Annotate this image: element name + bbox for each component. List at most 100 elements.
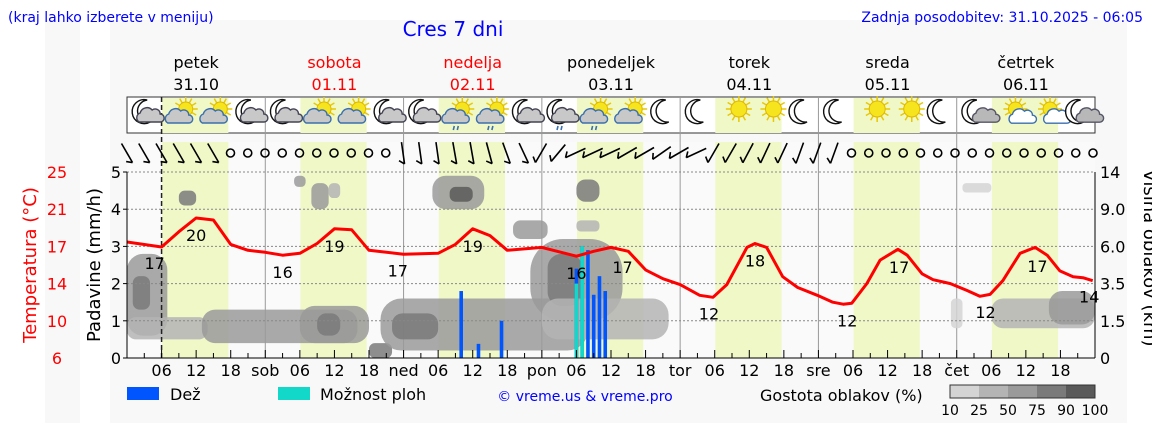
x-tick-label: sre [806,361,830,380]
sun-ray [589,102,595,107]
rain-bar [459,291,463,358]
rain-drop [491,125,494,131]
wind-barb-feather [757,156,762,164]
temp-data-label: 17 [388,262,408,281]
wind-barb-icon [809,142,822,164]
moon-cloud-icon [373,98,407,125]
location-hint[interactable]: (kraj lahko izberete v meniju) [8,10,214,26]
cloud-shape [136,107,165,123]
temp-data-label: 12 [975,303,995,322]
sun-ray [502,102,508,107]
wind-barb-staff [469,142,475,164]
temp-data-label: 16 [272,263,292,282]
cloud-height-tick: 14 [1100,163,1120,182]
wind-barb-feather [143,160,150,164]
rain-drop [560,125,563,131]
cloud-shape [475,108,505,124]
wind-barb-icon [582,147,604,159]
wind-calm-icon [294,148,305,158]
day-date: 05.11 [865,75,911,94]
sun-ray [467,102,474,107]
wind-barb-staff [452,142,458,164]
day-date: 01.11 [312,75,358,94]
wind-barb-feather [450,160,458,165]
wind-barb-feather [126,160,133,164]
sun-disc [868,100,886,118]
sun-ray [880,115,885,121]
wind-barb-staff [829,142,839,164]
sun-ray [745,101,751,106]
sun-cloud-icon [614,97,648,124]
sun-icon [864,96,891,122]
sun-cloud-icon [164,97,198,124]
wind-calm-icon [260,148,270,158]
sun-ray [1039,111,1045,116]
rain-bar [591,294,596,358]
moon-icon [926,98,946,125]
cloud-patch [547,253,583,306]
x-tick-label: 06 [428,361,448,380]
wind-barb-feather [826,157,832,164]
credit-link[interactable]: © vreme.us & vreme.pro [497,389,672,405]
cloud-patch [576,220,600,232]
moon-shape [822,98,842,125]
temp-data-label: 20 [186,226,206,245]
wind-barb-icon [774,142,788,164]
density-level-label: 50 [999,403,1017,419]
sun-smallcloud-icon [1038,97,1072,124]
x-tick-label: 06 [843,361,863,380]
wind-barb-icon [616,146,638,160]
wind-barb-icon [549,144,566,162]
moon-shape [961,98,981,125]
cloud-shape [971,107,1001,123]
cloud-shape [516,107,546,123]
wind-barb-icon [120,143,134,164]
cloud-shape [412,107,442,123]
x-tick-label: 06 [566,361,586,380]
temp-tick: 25 [47,163,67,182]
wind-barb-feather [739,156,744,164]
cloud-height-tick: 6.0 [1100,237,1125,256]
wind-barb-feather [503,160,511,165]
wind-barb-feather [177,160,185,164]
sun-disc [730,100,748,118]
cloud-height-tick: 3.5 [1100,275,1125,294]
sun-ray [451,102,457,107]
wind-barb-feather [651,152,654,160]
cloud-patch [311,183,329,210]
wind-barb-staff [634,146,655,160]
cloud-patch [294,175,306,187]
x-tick-label: ned [389,361,419,380]
wind-barb-icon [398,141,406,165]
sun-smallcloud-icon [1003,97,1038,124]
density-swatch [1037,385,1066,398]
wind-barb-icon [791,142,805,164]
x-tick-label: 18 [774,361,794,380]
cloud-shape [441,108,470,124]
sun-ray [640,111,646,116]
day-date: 03.11 [588,75,634,94]
sun-ray [1052,98,1057,104]
wind-barb-feather [195,160,202,164]
temp-tick: 10 [47,312,67,331]
sun-ray [761,101,767,106]
sun-ray [870,115,874,121]
sun-ray [1055,102,1061,107]
wind-barb-staff [669,146,689,160]
cloud-shape [614,108,643,124]
cloud-shape [199,108,228,124]
sun-ray [865,101,871,106]
wind-calm-icon [846,148,857,158]
rain-drop [594,125,598,131]
wind-barb-icon [599,147,621,159]
wind-barb-staff [172,143,185,163]
sun-ray [347,102,353,107]
sun-ray [361,98,366,104]
sun-ray [606,102,612,107]
temp-data-label: 19 [463,237,483,256]
x-tick-label: 12 [877,361,897,380]
cloud-patch [1048,291,1095,325]
sun-ray [780,112,786,117]
day-name: petek [173,53,219,72]
cloud-shape [1008,108,1038,124]
